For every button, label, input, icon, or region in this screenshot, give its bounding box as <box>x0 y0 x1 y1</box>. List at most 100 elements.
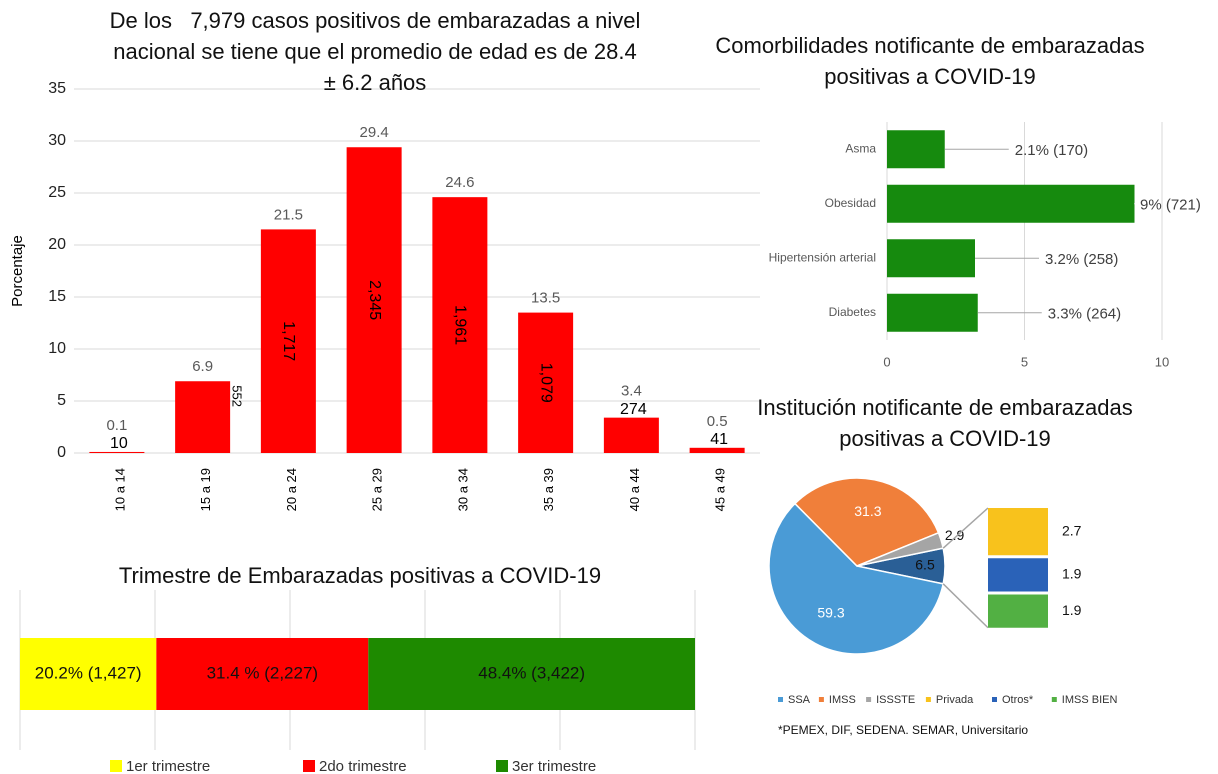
bar <box>432 197 488 453</box>
legend-swatch <box>925 697 931 702</box>
bar <box>603 417 659 453</box>
y-tick-label: 0 <box>57 444 66 461</box>
category-label: Hipertensión arterial <box>769 250 876 264</box>
bar <box>887 130 945 169</box>
y-tick-label: 20 <box>48 236 66 253</box>
x-tick-label: 25 a 29 <box>370 468 385 511</box>
age-chart-title: De los 7,979 casos positivos de embaraza… <box>109 8 641 95</box>
y-tick-label: 15 <box>48 288 66 305</box>
value-label: 29.4 <box>360 124 389 141</box>
value-label: 21.5 <box>274 206 303 223</box>
pie-slice <box>793 477 940 567</box>
footnote: *PEMEX, DIF, SEDENA. SEMAR, Universitari… <box>778 723 1028 737</box>
y-tick-label: 30 <box>48 132 66 149</box>
count-label: 1,961 <box>452 305 469 345</box>
y-tick-label: 10 <box>48 340 66 357</box>
legend-label: Privada <box>936 694 974 706</box>
bar-segment <box>368 638 695 710</box>
bar <box>518 312 574 453</box>
institution-title: Institución notificante de embarazadas p… <box>757 395 1133 451</box>
y-tick-label: 25 <box>48 184 66 201</box>
value-label: 3.2% (258) <box>1045 251 1118 268</box>
legend-label: IMSS <box>829 694 856 706</box>
value-label: 3.3% (264) <box>1048 306 1121 323</box>
bar <box>887 293 978 332</box>
x-tick-label: 0 <box>883 354 890 369</box>
bar <box>89 451 145 453</box>
value-label: 0.5 <box>707 413 728 430</box>
count-label: 552 <box>230 385 245 407</box>
bar <box>260 229 316 453</box>
x-tick-label: 30 a 34 <box>455 468 470 511</box>
secondary-bar-segment <box>988 594 1048 628</box>
y-tick-label: 35 <box>48 80 66 97</box>
count-label: 10 <box>110 435 128 452</box>
count-label: 1,079 <box>537 363 554 403</box>
pie-slice <box>768 502 945 655</box>
bar <box>346 147 402 454</box>
segment-label: 1.9 <box>1062 566 1082 582</box>
value-label: 3.4 <box>621 383 642 400</box>
legend-swatch <box>866 697 872 702</box>
value-label: 48.4% (3,422) <box>478 663 585 682</box>
x-tick-label: 5 <box>1021 354 1028 369</box>
bar-segment <box>156 638 369 710</box>
trimester-title: Trimestre de Embarazadas positivas a COV… <box>118 563 602 588</box>
count-label: 274 <box>620 401 647 418</box>
y-tick-label: 5 <box>57 392 66 409</box>
connector <box>942 507 989 549</box>
count-label: 1,717 <box>280 321 297 361</box>
category-label: Obesidad <box>825 196 876 210</box>
value-label: 20.2% (1,427) <box>35 663 142 682</box>
value-label: 9% (721) <box>1140 197 1201 214</box>
legend-swatch <box>1051 697 1057 702</box>
bar <box>175 381 231 453</box>
y-axis-label: Porcentaje <box>9 235 26 307</box>
value-label: 6.9 <box>192 358 213 375</box>
category-label: Diabetes <box>829 305 876 319</box>
secondary-bar-segment <box>988 558 1048 592</box>
legend-swatch <box>303 760 315 772</box>
x-tick-label: 10 a 14 <box>112 468 127 511</box>
legend-label: SSA <box>788 694 811 706</box>
legend-swatch <box>818 697 824 702</box>
legend-label: Otros* <box>1002 694 1034 706</box>
legend-swatch <box>778 697 783 702</box>
legend-label: IMSS BIEN <box>1062 694 1118 706</box>
value-label: 24.6 <box>445 174 474 191</box>
x-tick-label: 15 a 19 <box>198 468 213 511</box>
count-label: 41 <box>710 431 728 448</box>
value-label: 31.4 % (2,227) <box>207 663 319 682</box>
x-tick-label: 45 a 49 <box>713 468 728 511</box>
value-label: 2.1% (170) <box>1015 142 1088 159</box>
bar <box>689 447 745 453</box>
bar <box>887 239 975 278</box>
legend-swatch <box>992 697 997 702</box>
x-tick-label: 20 a 24 <box>284 468 299 511</box>
legend-label: 3er trimestre <box>512 758 596 774</box>
value-label: 13.5 <box>531 290 560 307</box>
legend-label: 2do trimestre <box>319 758 407 774</box>
slice-label: 2.9 <box>945 527 965 543</box>
bar-segment <box>20 638 157 710</box>
count-label: 2,345 <box>366 280 383 320</box>
x-tick-label: 40 a 44 <box>627 468 642 511</box>
x-tick-label: 35 a 39 <box>541 468 556 511</box>
slice-label: 59.3 <box>817 605 844 621</box>
comorbidity-title: Comorbilidades notificante de embarazada… <box>715 33 1145 89</box>
slice-label: 31.3 <box>854 503 881 519</box>
legend-swatch <box>110 760 122 772</box>
x-tick-label: 10 <box>1155 354 1169 369</box>
slice-label: 6.5 <box>915 557 935 573</box>
segment-label: 1.9 <box>1062 602 1082 618</box>
connector <box>942 583 989 629</box>
legend-swatch <box>496 760 508 772</box>
bar <box>887 184 1135 223</box>
legend-label: ISSSTE <box>876 694 915 706</box>
legend-label: 1er trimestre <box>126 758 210 774</box>
segment-label: 2.7 <box>1062 522 1082 538</box>
secondary-bar-segment <box>988 508 1048 556</box>
category-label: Asma <box>845 141 876 155</box>
